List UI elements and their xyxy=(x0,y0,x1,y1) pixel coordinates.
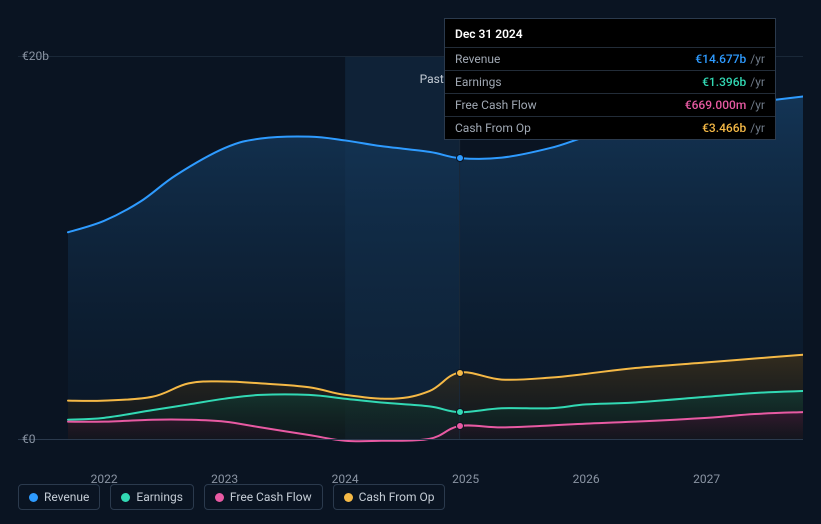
x-tick-label: 2026 xyxy=(573,472,600,486)
tooltip-row-unit: /yr xyxy=(750,98,765,112)
marker-earnings[interactable] xyxy=(456,408,464,416)
tooltip-row: Cash From Op€3.466b/yr xyxy=(445,116,775,139)
legend-chip-cash_from_op[interactable]: Cash From Op xyxy=(333,484,446,510)
legend-chip-revenue[interactable]: Revenue xyxy=(18,484,100,510)
legend-dot-icon xyxy=(29,493,38,502)
tooltip: Dec 31 2024 Revenue€14.677b/yrEarnings€1… xyxy=(444,18,776,140)
legend-label: Earnings xyxy=(136,490,183,504)
legend-dot-icon xyxy=(121,493,130,502)
baseline-zero xyxy=(18,439,803,440)
tooltip-row-value: €1.396b xyxy=(702,75,746,89)
tooltip-date: Dec 31 2024 xyxy=(445,19,775,47)
marker-revenue[interactable] xyxy=(456,154,464,162)
legend-chip-earnings[interactable]: Earnings xyxy=(110,484,194,510)
tooltip-row-label: Earnings xyxy=(455,75,702,89)
tooltip-row-label: Revenue xyxy=(455,52,695,66)
tooltip-rows: Revenue€14.677b/yrEarnings€1.396b/yrFree… xyxy=(445,47,775,139)
tooltip-row: Revenue€14.677b/yr xyxy=(445,47,775,70)
tooltip-row-label: Free Cash Flow xyxy=(455,98,685,112)
tooltip-row-value: €14.677b xyxy=(695,52,746,66)
legend-label: Free Cash Flow xyxy=(230,490,312,504)
tooltip-row: Earnings€1.396b/yr xyxy=(445,70,775,93)
legend-label: Cash From Op xyxy=(359,490,435,504)
y-tick-label: €20b xyxy=(22,49,49,63)
y-tick-label: €0 xyxy=(22,432,36,446)
tooltip-row: Free Cash Flow€669.000m/yr xyxy=(445,93,775,116)
tooltip-row-value: €669.000m xyxy=(685,98,747,112)
x-tick-label: 2027 xyxy=(693,472,720,486)
marker-fcf[interactable] xyxy=(456,422,464,430)
legend-chip-fcf[interactable]: Free Cash Flow xyxy=(204,484,323,510)
legend: Revenue Earnings Free Cash Flow Cash From O… xyxy=(18,484,445,510)
marker-cash_from_op[interactable] xyxy=(456,369,464,377)
tooltip-row-unit: /yr xyxy=(750,121,765,135)
tooltip-row-unit: /yr xyxy=(750,75,765,89)
tooltip-row-value: €3.466b xyxy=(702,121,746,135)
legend-label: Revenue xyxy=(44,490,89,504)
tooltip-row-label: Cash From Op xyxy=(455,121,702,135)
legend-dot-icon xyxy=(215,493,224,502)
x-tick-label: 2025 xyxy=(452,472,479,486)
past-label: Past xyxy=(420,72,444,86)
tooltip-row-unit: /yr xyxy=(750,52,765,66)
legend-dot-icon xyxy=(344,493,353,502)
